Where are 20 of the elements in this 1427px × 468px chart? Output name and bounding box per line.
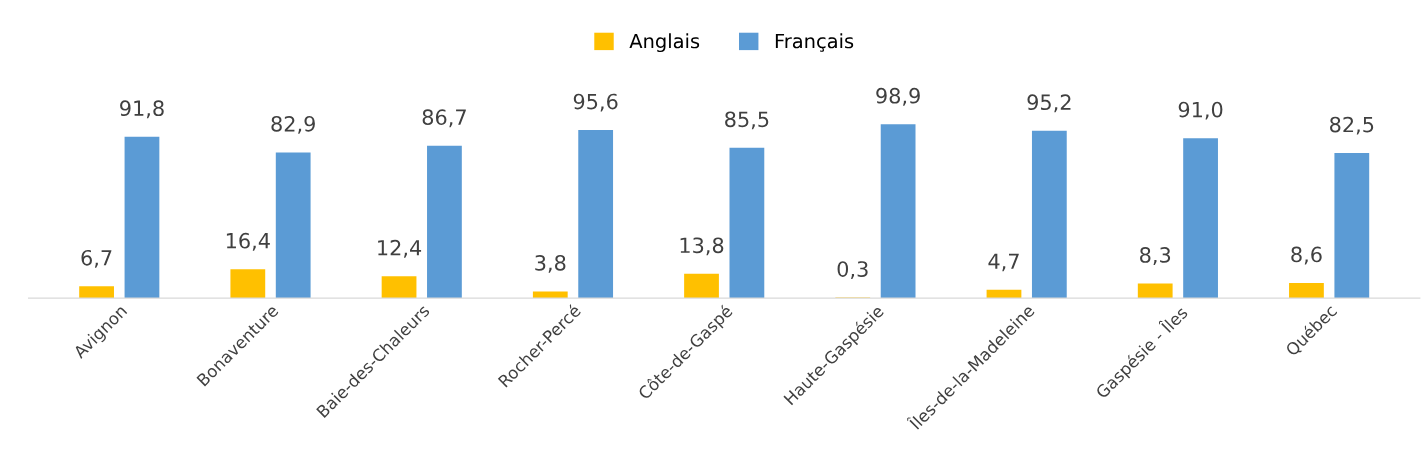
data-label: 82,5: [1330, 116, 1374, 135]
data-label: 4,7: [988, 253, 1019, 272]
data-label: 82,9: [271, 115, 315, 134]
data-label: 95,2: [1027, 94, 1071, 113]
legend-label: Anglais: [629, 33, 700, 53]
data-label: 91,0: [1178, 101, 1223, 120]
data-label: 8,6: [1291, 246, 1322, 265]
data-label: 13,8: [680, 237, 724, 256]
data-label: 3,8: [535, 254, 566, 273]
data-label: 98,9: [876, 87, 920, 106]
data-label: 86,7: [422, 109, 466, 128]
data-label: 8,3: [1140, 247, 1171, 265]
data-label: 16,4: [226, 232, 270, 251]
data-label: 6,7: [81, 249, 112, 268]
data-label: 12,4: [378, 239, 422, 258]
legend-label: Français: [775, 33, 854, 52]
data-label: 95,6: [573, 93, 618, 112]
data-label: 91,8: [120, 100, 164, 119]
data-label: 85,5: [725, 111, 769, 130]
data-label: 0,3: [837, 261, 868, 280]
